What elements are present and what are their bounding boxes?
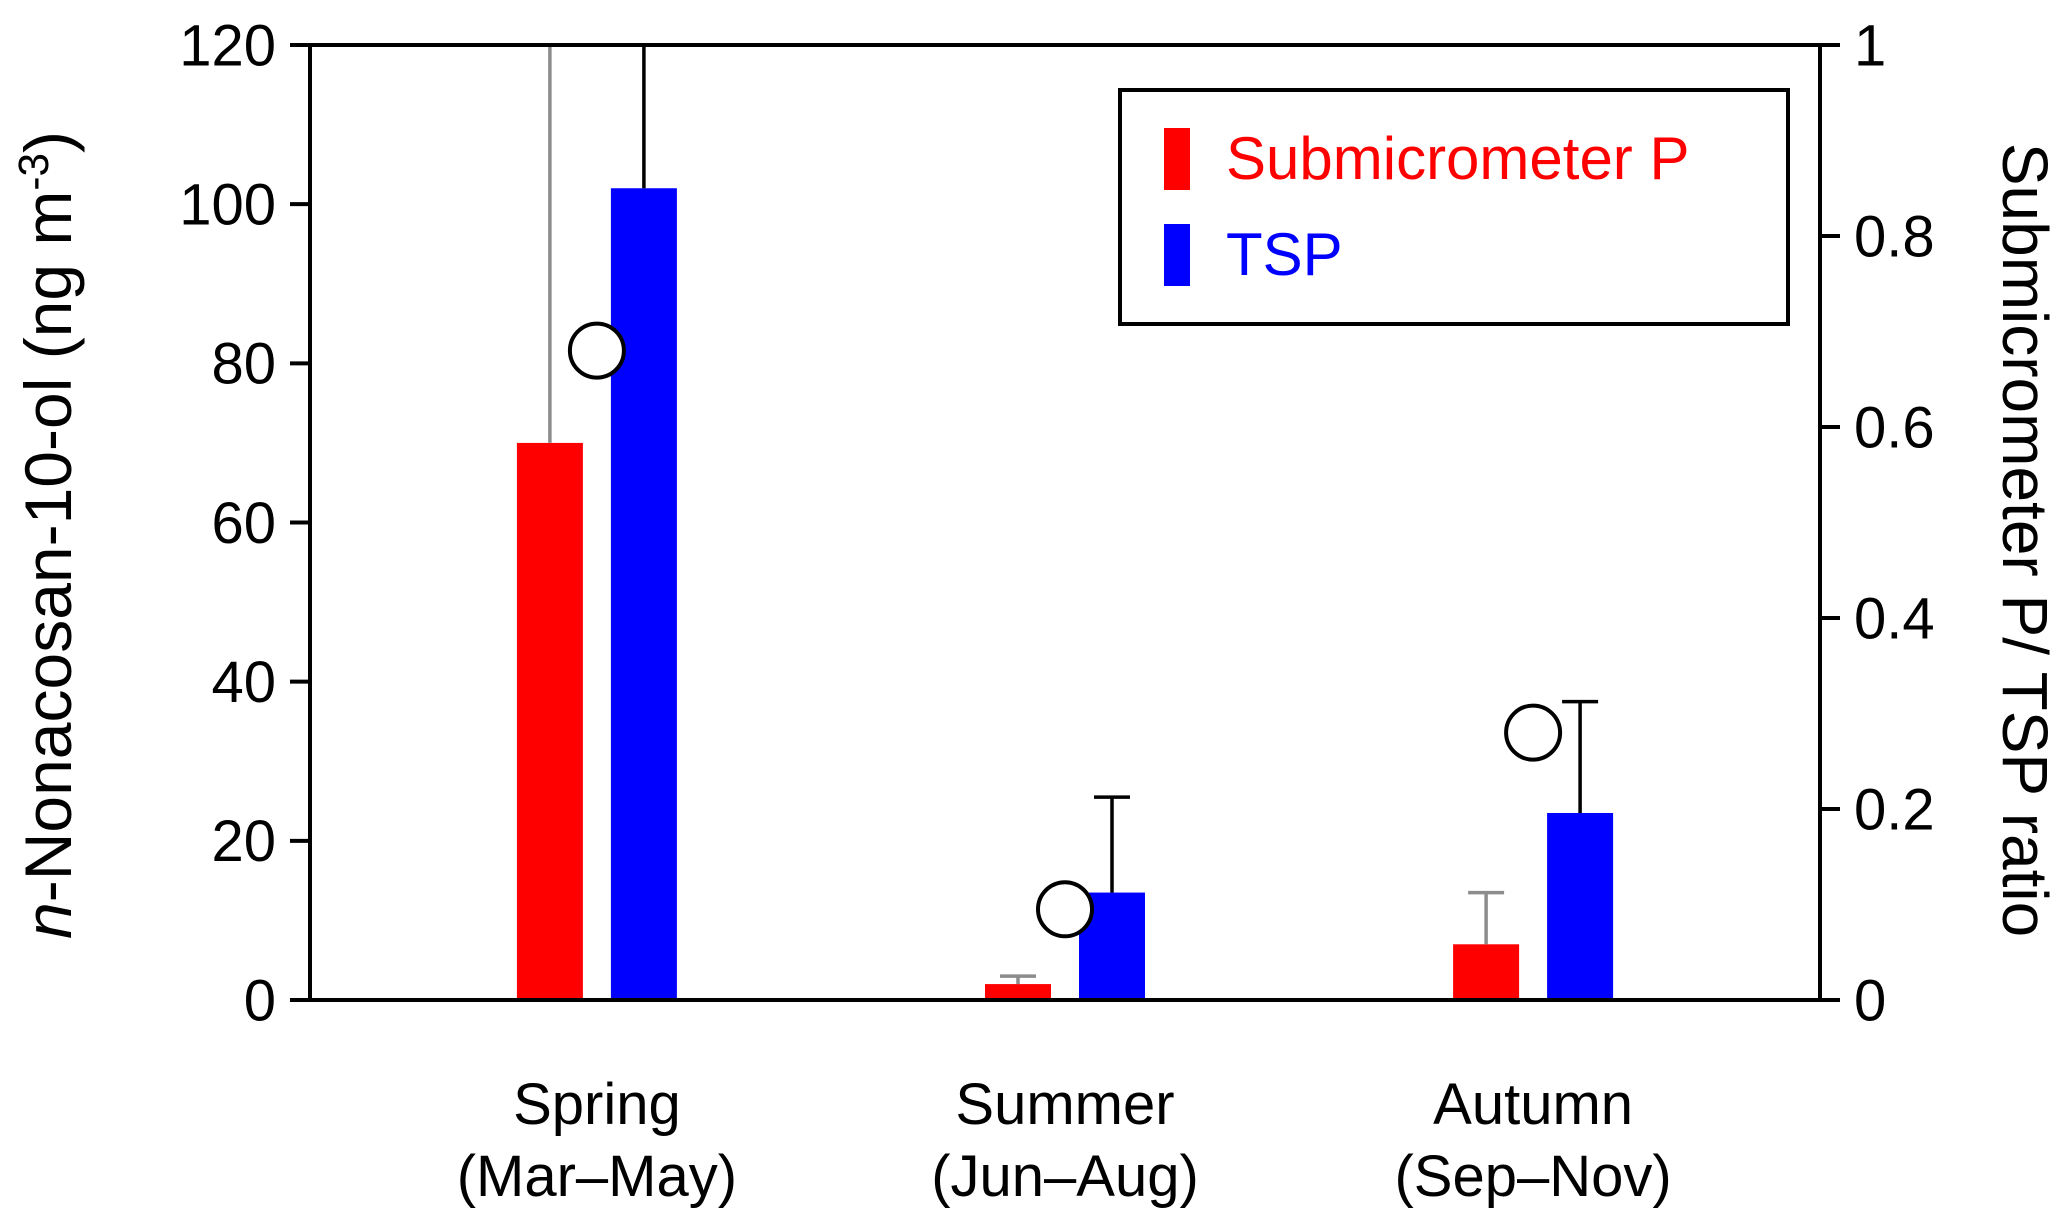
legend-item-tsp: TSP bbox=[1164, 224, 1786, 286]
left-tick-label: 80 bbox=[211, 332, 276, 397]
left-tick-label: 120 bbox=[179, 13, 276, 78]
bar-submicrometer-p-spring bbox=[516, 442, 583, 1001]
legend-item-submicrometer-p: Submicrometer P bbox=[1164, 128, 1786, 190]
legend-swatch-submicrometer-p bbox=[1164, 128, 1190, 190]
left-tick-label: 40 bbox=[211, 650, 276, 715]
left-axis-label-superscript: -3 bbox=[10, 153, 57, 191]
left-axis-label-italic-n: n bbox=[11, 902, 85, 939]
legend-label-submicrometer-p: Submicrometer P bbox=[1226, 125, 1690, 192]
right-tick-label: 0.2 bbox=[1854, 777, 1935, 842]
right-axis-label: Submicrometer P/ TSP ratio bbox=[1989, 142, 2061, 938]
category-label-summer: Summer (Jun–Aug) bbox=[931, 1072, 1199, 1209]
ratio-marker-autumn bbox=[1504, 703, 1563, 762]
right-tick-label: 1 bbox=[1854, 13, 1886, 78]
ratio-marker-summer bbox=[1036, 880, 1094, 939]
right-tick-label: 0.4 bbox=[1854, 586, 1935, 651]
right-tick-label: 0 bbox=[1854, 968, 1886, 1033]
left-tick-label: 0 bbox=[244, 968, 276, 1033]
right-tick-label: 0.8 bbox=[1854, 204, 1935, 269]
category-label-spring: Spring (Mar–May) bbox=[457, 1072, 737, 1209]
left-tick-label: 100 bbox=[179, 172, 276, 237]
left-axis-label-main: -Nonacosan-10-ol (ng m bbox=[11, 190, 85, 903]
left-axis-label-close: ) bbox=[11, 131, 85, 154]
left-tick-label: 60 bbox=[211, 491, 276, 556]
bar-submicrometer-p-autumn bbox=[1453, 944, 1520, 1000]
left-tick-label: 20 bbox=[211, 809, 276, 874]
left-axis-label: n-Nonacosan-10-ol (ng m-3) bbox=[10, 15, 86, 1055]
legend-swatch-tsp bbox=[1164, 224, 1190, 286]
bar-submicrometer-p-summer bbox=[985, 984, 1051, 1000]
bar-tsp-spring bbox=[610, 188, 677, 1000]
ratio-marker-spring bbox=[567, 321, 626, 380]
right-tick-label: 0.6 bbox=[1854, 395, 1935, 460]
legend: Submicrometer P TSP bbox=[1118, 88, 1790, 326]
legend-label-tsp: TSP bbox=[1226, 221, 1343, 288]
category-label-autumn: Autumn (Sep–Nov) bbox=[1394, 1072, 1671, 1209]
bar-tsp-autumn bbox=[1547, 812, 1614, 1000]
